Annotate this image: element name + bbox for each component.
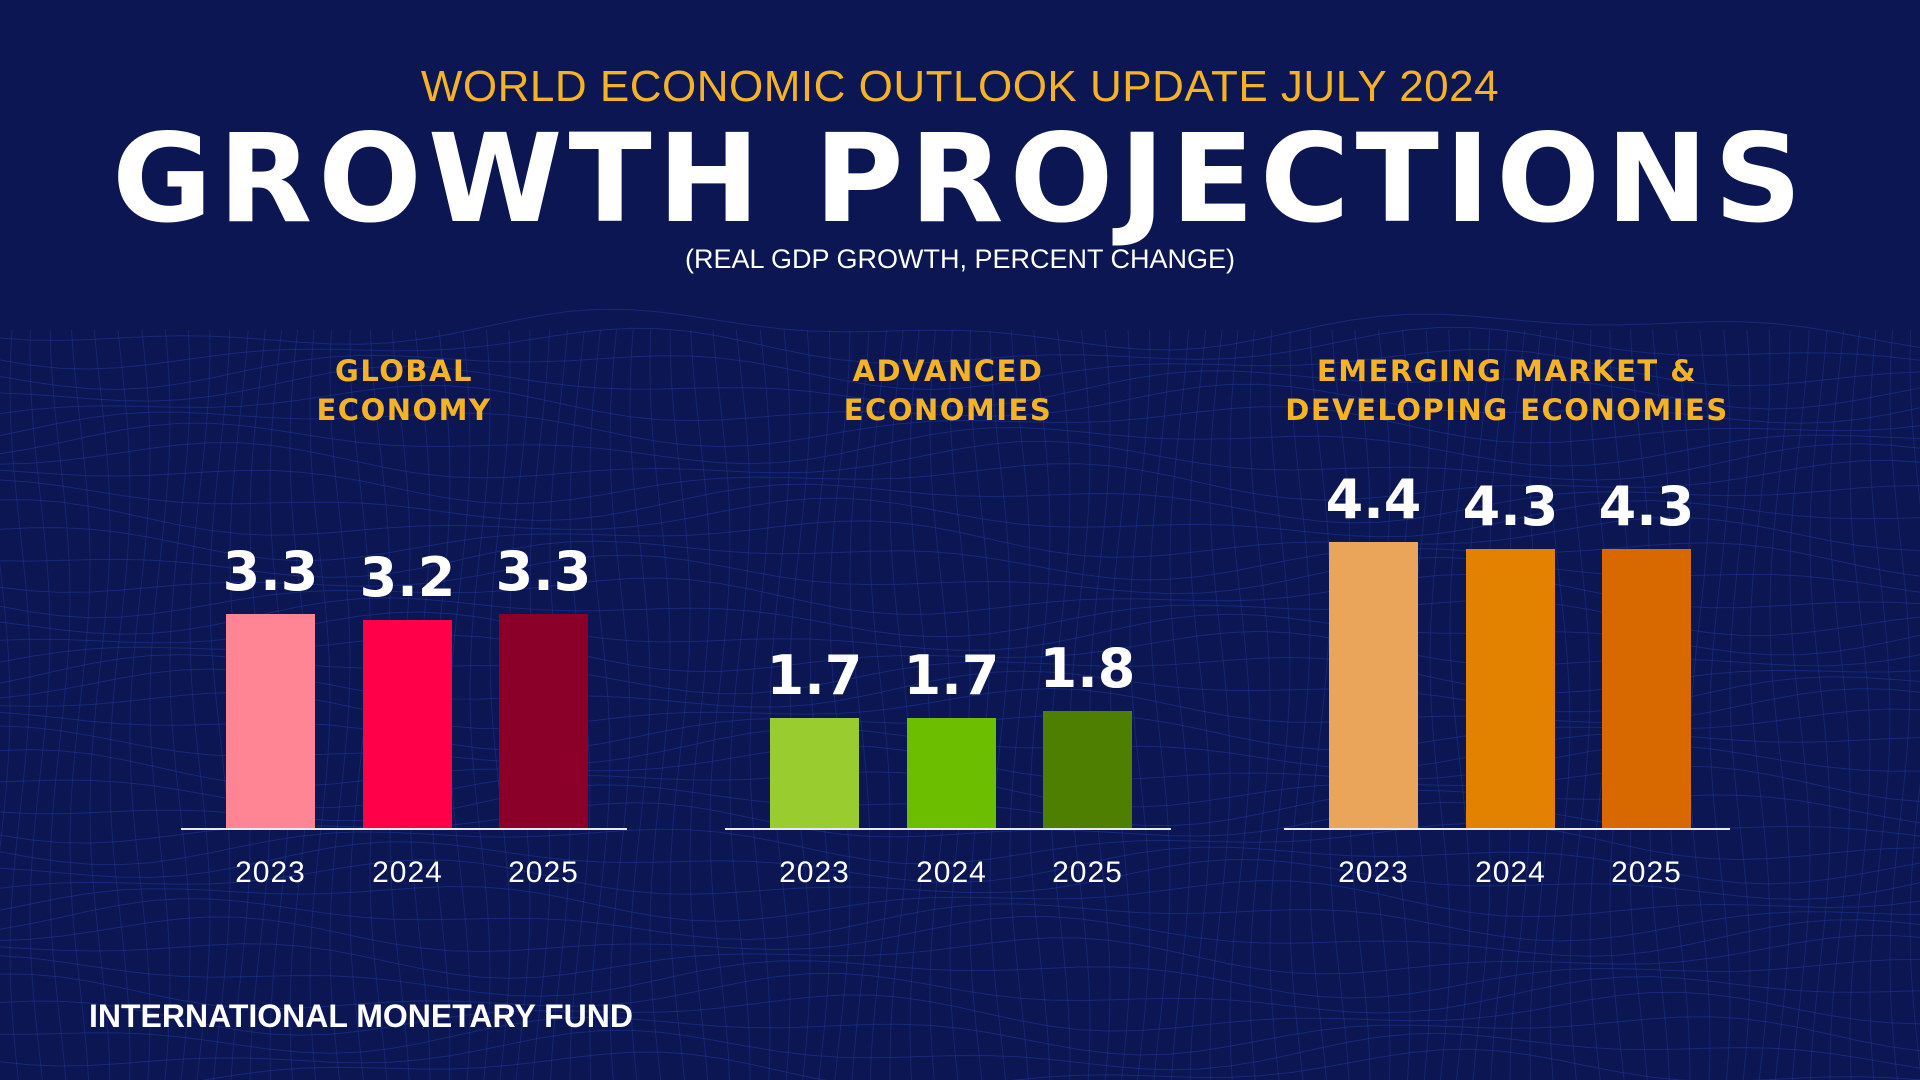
bar-2024	[363, 620, 452, 828]
x-axis-line	[1284, 828, 1730, 830]
panel-heading-line: EMERGING MARKET &	[1316, 354, 1698, 388]
value-label: 1.7	[766, 643, 863, 707]
year-label: 2025	[1052, 856, 1123, 889]
value-label: 1.8	[1039, 637, 1136, 700]
bar-2023	[770, 717, 859, 828]
panel-heading-line: ADVANCED	[852, 354, 1044, 388]
bar-2025	[1043, 711, 1132, 828]
imf-footer: INTERNATIONAL MONETARY FUND	[89, 998, 633, 1034]
panel-heading-line: GLOBAL	[335, 354, 473, 388]
bar-2023	[226, 613, 315, 828]
value-label: 3.3	[222, 539, 319, 603]
bar-2024	[907, 717, 996, 828]
panel-heading: ADVANCED ECONOMIES	[665, 352, 1231, 430]
bar-2023	[1329, 542, 1418, 828]
year-label: 2023	[1338, 856, 1409, 889]
year-label: 2024	[1475, 856, 1546, 889]
page-subtitle: (REAL GDP GROWTH, PERCENT CHANGE)	[684, 244, 1236, 274]
year-label: 2025	[1611, 856, 1682, 889]
panel-heading: GLOBAL ECONOMY	[121, 352, 687, 430]
panel-heading-line: DEVELOPING ECONOMIES	[1285, 393, 1729, 427]
report-kicker: WORLD ECONOMIC OUTLOOK UPDATE JULY 2024	[420, 62, 1500, 111]
year-label: 2023	[235, 856, 306, 889]
value-label: 1.7	[903, 643, 1000, 707]
page-title: GROWTH PROJECTIONS	[112, 108, 1808, 250]
value-label: 4.3	[1462, 474, 1559, 538]
x-axis-line	[725, 828, 1171, 830]
panel-heading-line: ECONOMY	[316, 393, 492, 427]
bar-2025	[1602, 548, 1691, 828]
x-axis-line	[181, 828, 627, 830]
year-label: 2023	[779, 856, 850, 889]
panel-heading-line: ECONOMIES	[843, 393, 1053, 427]
year-label: 2024	[372, 856, 443, 889]
panel-heading: EMERGING MARKET & DEVELOPING ECONOMIES	[1224, 352, 1790, 430]
chart-panel-advanced-economies: ADVANCED ECONOMIES 1.7 2023 1.7 2024 1.8 2025	[725, 340, 1171, 900]
year-label: 2025	[508, 856, 579, 889]
value-label: 3.2	[359, 546, 456, 609]
bar-2024	[1466, 548, 1555, 828]
chart-panel-global-economy: GLOBAL ECONOMY 3.3 2023 3.2 2024 3.3 2025	[181, 340, 627, 900]
chart-panel-emerging-developing-economies: EMERGING MARKET & DEVELOPING ECONOMIES 4.4…	[1284, 340, 1730, 900]
value-label: 4.4	[1325, 468, 1422, 531]
year-label: 2024	[916, 856, 987, 889]
value-label: 4.3	[1598, 474, 1695, 538]
value-label: 3.3	[495, 539, 592, 603]
bar-2025	[499, 613, 588, 828]
